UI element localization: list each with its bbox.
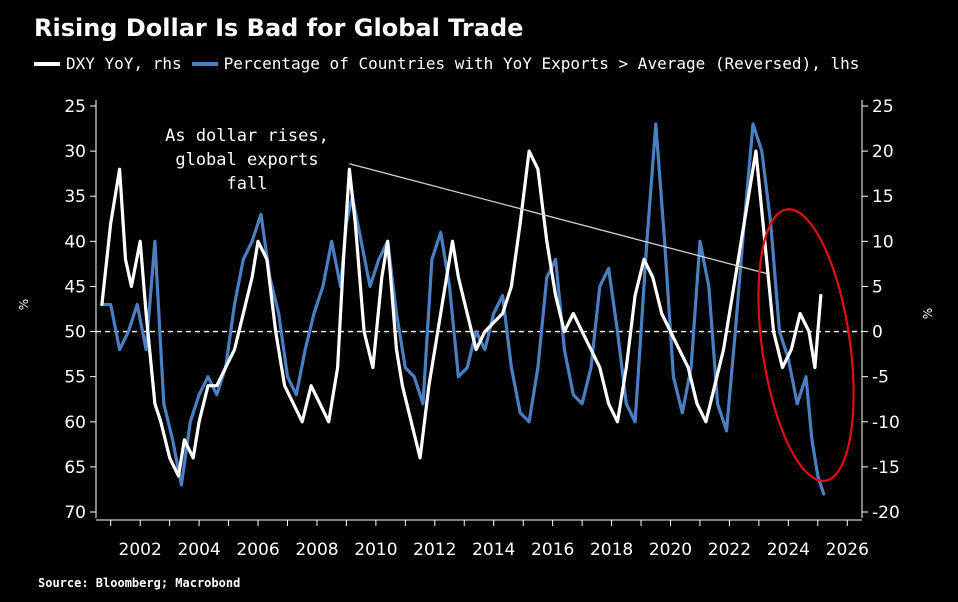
annotation-text-line: fall	[227, 174, 268, 194]
chart-axes: 253035404550556065702520151050-5-10-15-2…	[17, 97, 935, 560]
chart-series	[100, 122, 826, 496]
left-axis-tick-label: 60	[64, 413, 86, 433]
x-axis-tick-label: 2020	[649, 540, 692, 560]
left-axis-tick-label: 50	[64, 323, 86, 343]
left-axis-tick-label: 70	[64, 503, 86, 523]
right-axis-unit: %	[921, 308, 935, 319]
right-axis-tick-label: 25	[872, 97, 894, 117]
legend-swatch-dxy	[34, 61, 60, 66]
right-axis-tick-label: -15	[872, 458, 900, 478]
annotation-text-line: global exports	[175, 150, 318, 170]
source-note: Source: Bloomberg; Macrobond	[38, 576, 241, 590]
x-axis-tick-label: 2010	[354, 540, 397, 560]
left-axis-tick-label: 35	[64, 187, 86, 207]
right-axis-tick-label: 20	[872, 142, 894, 162]
right-axis-tick-label: 15	[872, 187, 894, 207]
x-axis-tick-label: 2016	[531, 540, 574, 560]
legend-item-exports: Percentage of Countries with YoY Exports…	[191, 54, 860, 73]
series-line-exports	[100, 122, 826, 496]
annotation-text-line: As dollar rises,	[165, 126, 329, 146]
x-axis-tick-label: 2022	[708, 540, 751, 560]
right-axis-tick-label: 0	[872, 323, 883, 343]
x-axis-tick-label: 2018	[590, 540, 633, 560]
right-axis-tick-label: -20	[872, 503, 900, 523]
series-line-dxy	[100, 149, 823, 478]
x-axis-tick-label: 2024	[767, 540, 810, 560]
legend-swatch-exports	[191, 61, 218, 66]
x-axis-tick-label: 2004	[177, 540, 220, 560]
left-axis-tick-label: 25	[64, 97, 86, 117]
x-axis-tick-label: 2012	[413, 540, 456, 560]
x-axis-tick-label: 2014	[472, 540, 515, 560]
right-axis-tick-label: -5	[872, 368, 889, 388]
left-axis-tick-label: 30	[64, 142, 86, 162]
legend-label-exports: Percentage of Countries with YoY Exports…	[223, 54, 860, 73]
right-axis-tick-label: -10	[872, 413, 900, 433]
legend-label-dxy: DXY YoY, rhs	[66, 54, 182, 73]
right-axis-tick-label: 10	[872, 232, 894, 252]
x-axis-tick-label: 2026	[826, 540, 869, 560]
chart-annotations: As dollar rises, global exports fall	[165, 126, 855, 482]
right-axis-tick-label: 5	[872, 277, 883, 297]
annotation-connector-line	[349, 163, 768, 275]
x-axis-tick-label: 2002	[119, 540, 162, 560]
chart-legend: DXY YoY, rhs Percentage of Countries wit…	[34, 54, 869, 73]
left-axis-tick-label: 40	[64, 232, 86, 252]
left-axis-unit: %	[17, 299, 31, 310]
left-axis-tick-label: 65	[64, 458, 86, 478]
legend-item-dxy: DXY YoY, rhs	[34, 54, 182, 73]
chart-title: Rising Dollar Is Bad for Global Trade	[34, 14, 524, 42]
highlight-ellipse	[757, 208, 855, 482]
x-axis-tick-label: 2008	[295, 540, 338, 560]
left-axis-tick-label: 45	[64, 277, 86, 297]
x-axis-tick-label: 2006	[236, 540, 279, 560]
left-axis-tick-label: 55	[64, 368, 86, 388]
